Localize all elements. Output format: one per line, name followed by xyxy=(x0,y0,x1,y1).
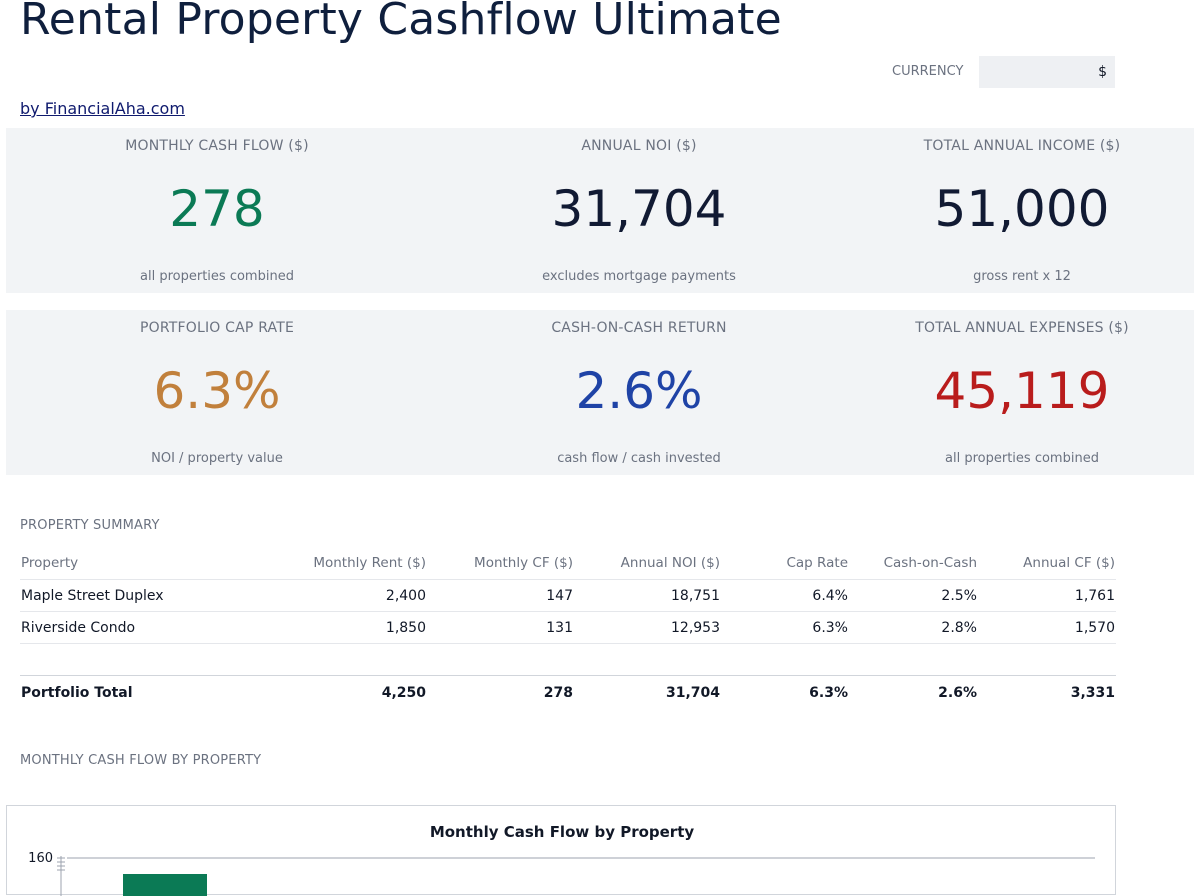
kpi-value: 6.3% xyxy=(153,362,281,420)
currency-input[interactable]: $ xyxy=(979,56,1115,88)
total-cell: 6.3% xyxy=(809,685,848,701)
total-cell: 2.6% xyxy=(938,685,977,701)
kpi-label: CASH-ON-CASH RETURN xyxy=(551,320,727,336)
table-cell: 1,570 xyxy=(978,611,1116,644)
chart-title: Monthly Cash Flow by Property xyxy=(430,823,695,841)
kpi-subtext: cash flow / cash invested xyxy=(557,451,721,466)
table-cell: 147 xyxy=(427,579,574,612)
kpi-cash-on-cash-return: CASH-ON-CASH RETURN 2.6% cash flow / cas… xyxy=(428,310,850,475)
total-cell: 31,704 xyxy=(665,685,720,701)
kpi-total-annual-expenses: TOTAL ANNUAL EXPENSES ($) 45,119 all pro… xyxy=(850,310,1194,475)
kpi-subtext: all properties combined xyxy=(140,269,294,284)
kpi-row-2: PORTFOLIO CAP RATE 6.3% NOI / property v… xyxy=(6,310,1194,475)
table-row: Maple Street Duplex 2,400 147 18,751 6.4… xyxy=(20,579,1116,612)
kpi-label: TOTAL ANNUAL INCOME ($) xyxy=(923,138,1121,154)
table-total-row: Portfolio Total 4,250 278 31,704 6.3% 2.… xyxy=(20,676,1116,711)
table-cell: Riverside Condo xyxy=(20,611,280,644)
kpi-value: 2.6% xyxy=(575,362,703,420)
total-cell: Portfolio Total xyxy=(21,685,133,701)
table-spacer-row xyxy=(20,643,1116,676)
table-cell: 2,400 xyxy=(280,579,427,612)
column-header: Monthly CF ($) xyxy=(427,546,574,580)
kpi-label: PORTFOLIO CAP RATE xyxy=(139,320,295,336)
table-header-row: Property Monthly Rent ($) Monthly CF ($)… xyxy=(20,546,1116,580)
table-row: Riverside Condo 1,850 131 12,953 6.3% 2.… xyxy=(20,611,1116,644)
kpi-subtext: gross rent x 12 xyxy=(973,269,1071,284)
kpi-annual-noi: ANNUAL NOI ($) 31,704 excludes mortgage … xyxy=(428,128,850,293)
property-summary-table: Property Monthly Rent ($) Monthly CF ($)… xyxy=(20,546,1116,710)
property-summary-heading: PROPERTY SUMMARY xyxy=(20,518,160,533)
kpi-value: 278 xyxy=(169,180,265,238)
chart-section-heading: MONTHLY CASH FLOW BY PROPERTY xyxy=(20,753,262,768)
total-cell: 3,331 xyxy=(1070,685,1115,701)
table-cell: 6.4% xyxy=(721,579,849,612)
kpi-value: 45,119 xyxy=(934,362,1110,420)
table-cell: 18,751 xyxy=(574,579,721,612)
table-cell: 1,850 xyxy=(280,611,427,644)
kpi-label: ANNUAL NOI ($) xyxy=(581,138,697,154)
kpi-subtext: NOI / property value xyxy=(151,451,283,466)
kpi-label: MONTHLY CASH FLOW ($) xyxy=(125,138,309,154)
page-title: Rental Property Cashflow Ultimate xyxy=(20,0,782,45)
cash-flow-chart: Monthly Cash Flow by Property 160 xyxy=(6,805,1116,896)
column-header: Annual CF ($) xyxy=(978,546,1116,580)
kpi-row-1: MONTHLY CASH FLOW ($) 278 all properties… xyxy=(6,128,1194,293)
total-cell: 278 xyxy=(543,685,573,701)
kpi-value: 51,000 xyxy=(934,180,1110,238)
byline-link[interactable]: by FinancialAha.com xyxy=(20,99,185,118)
column-header: Cash-on-Cash xyxy=(849,546,978,580)
kpi-subtext: excludes mortgage payments xyxy=(542,269,736,284)
table-cell: 2.8% xyxy=(849,611,978,644)
kpi-value: 31,704 xyxy=(551,180,727,238)
kpi-total-annual-income: TOTAL ANNUAL INCOME ($) 51,000 gross ren… xyxy=(850,128,1194,293)
column-header: Monthly Rent ($) xyxy=(280,546,427,580)
table-cell: Maple Street Duplex xyxy=(20,579,280,612)
currency-label: CURRENCY xyxy=(892,64,964,79)
kpi-portfolio-cap-rate: PORTFOLIO CAP RATE 6.3% NOI / property v… xyxy=(6,310,428,475)
table-cell: 12,953 xyxy=(574,611,721,644)
table-cell: 6.3% xyxy=(721,611,849,644)
table-cell: 131 xyxy=(427,611,574,644)
kpi-monthly-cash-flow: MONTHLY CASH FLOW ($) 278 all properties… xyxy=(6,128,428,293)
table-cell: 1,761 xyxy=(978,579,1116,612)
chart-bar xyxy=(123,874,207,896)
total-cell: 4,250 xyxy=(381,685,426,701)
kpi-subtext: all properties combined xyxy=(945,451,1099,466)
chart-y-tick-label: 160 xyxy=(28,851,53,866)
table-cell: 2.5% xyxy=(849,579,978,612)
chart-canvas: Monthly Cash Flow by Property 160 xyxy=(28,823,1095,896)
column-header: Property xyxy=(20,546,280,580)
currency-value: $ xyxy=(1098,64,1107,80)
column-header: Annual NOI ($) xyxy=(574,546,721,580)
kpi-label: TOTAL ANNUAL EXPENSES ($) xyxy=(915,320,1129,336)
column-header: Cap Rate xyxy=(721,546,849,580)
